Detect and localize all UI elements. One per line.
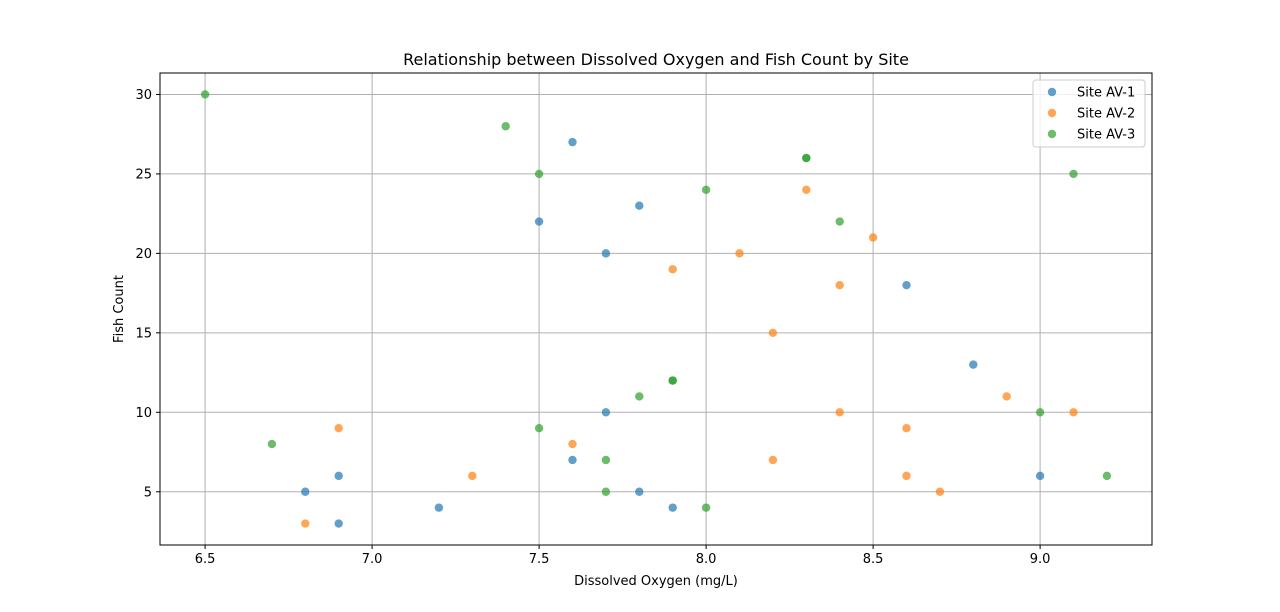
data-point <box>1069 408 1078 417</box>
data-point <box>301 487 310 496</box>
data-point <box>902 280 911 290</box>
data-point <box>635 201 644 210</box>
data-point <box>802 153 811 163</box>
data-point <box>668 503 677 512</box>
y-tick-label: 10 <box>135 406 152 421</box>
data-point <box>568 439 577 449</box>
x-tick-label: 7.0 <box>362 552 383 567</box>
data-points <box>200 90 1112 528</box>
legend-label: Site AV-1 <box>1077 86 1135 101</box>
data-point <box>735 249 744 258</box>
data-point <box>334 519 343 528</box>
data-point <box>534 169 544 179</box>
data-point <box>902 471 911 481</box>
y-tick-label: 30 <box>135 88 152 103</box>
data-point <box>534 423 544 433</box>
data-point <box>668 376 677 385</box>
data-point <box>635 392 644 401</box>
y-axis-ticks: 5 10 15 20 25 30 <box>135 88 160 500</box>
data-point <box>468 471 477 481</box>
data-point <box>568 455 577 465</box>
data-point <box>601 455 611 465</box>
data-point <box>267 439 277 449</box>
data-point <box>601 249 611 258</box>
legend-label: Site AV-3 <box>1077 128 1135 143</box>
data-point <box>701 185 711 195</box>
data-point <box>902 423 911 433</box>
y-tick-label: 15 <box>135 326 152 341</box>
data-point <box>835 408 844 417</box>
data-point <box>601 408 611 417</box>
legend-marker <box>1047 87 1057 97</box>
y-tick-label: 20 <box>135 247 152 262</box>
data-point <box>701 503 711 512</box>
data-point <box>334 423 343 433</box>
data-point <box>768 455 778 465</box>
data-point <box>868 233 878 242</box>
data-point <box>935 487 945 496</box>
data-point <box>568 137 577 147</box>
data-point <box>668 265 677 274</box>
x-tick-label: 6.5 <box>195 552 216 567</box>
legend: Site AV-1 Site AV-2 Site AV-3 <box>1032 79 1146 148</box>
plot-frame <box>159 72 1153 546</box>
data-point <box>1069 169 1078 179</box>
data-point <box>768 328 778 338</box>
x-tick-label: 9.0 <box>1030 552 1051 567</box>
x-tick-label: 8.5 <box>863 552 884 567</box>
data-point <box>501 122 510 131</box>
x-tick-label: 8.0 <box>696 552 717 567</box>
legend-box <box>1032 79 1146 148</box>
data-point <box>534 217 544 226</box>
x-axis-ticks: 6.5 7.0 7.5 8.0 8.5 9.0 <box>195 545 1051 567</box>
data-point <box>1002 392 1011 401</box>
data-point <box>334 471 343 481</box>
chart-title: Relationship between Dissolved Oxygen an… <box>403 50 909 69</box>
x-tick-label: 7.5 <box>529 552 550 567</box>
data-point <box>1035 408 1045 417</box>
data-point <box>200 90 210 99</box>
data-point <box>969 360 978 369</box>
data-point <box>301 519 310 528</box>
x-axis-label: Dissolved Oxygen (mg/L) <box>574 574 738 589</box>
y-axis-label: Fish Count <box>112 275 127 343</box>
legend-marker <box>1047 129 1057 139</box>
data-point <box>434 503 444 512</box>
grid-lines <box>160 73 1152 545</box>
legend-marker <box>1047 108 1057 118</box>
data-point <box>601 487 611 496</box>
y-tick-label: 5 <box>144 485 152 500</box>
data-point <box>835 217 844 226</box>
legend-label: Site AV-2 <box>1077 107 1135 122</box>
data-point <box>1102 471 1112 481</box>
data-point <box>802 185 811 195</box>
data-point <box>635 487 644 496</box>
data-point <box>835 280 844 290</box>
data-point <box>1035 471 1045 481</box>
y-tick-label: 25 <box>135 167 152 182</box>
